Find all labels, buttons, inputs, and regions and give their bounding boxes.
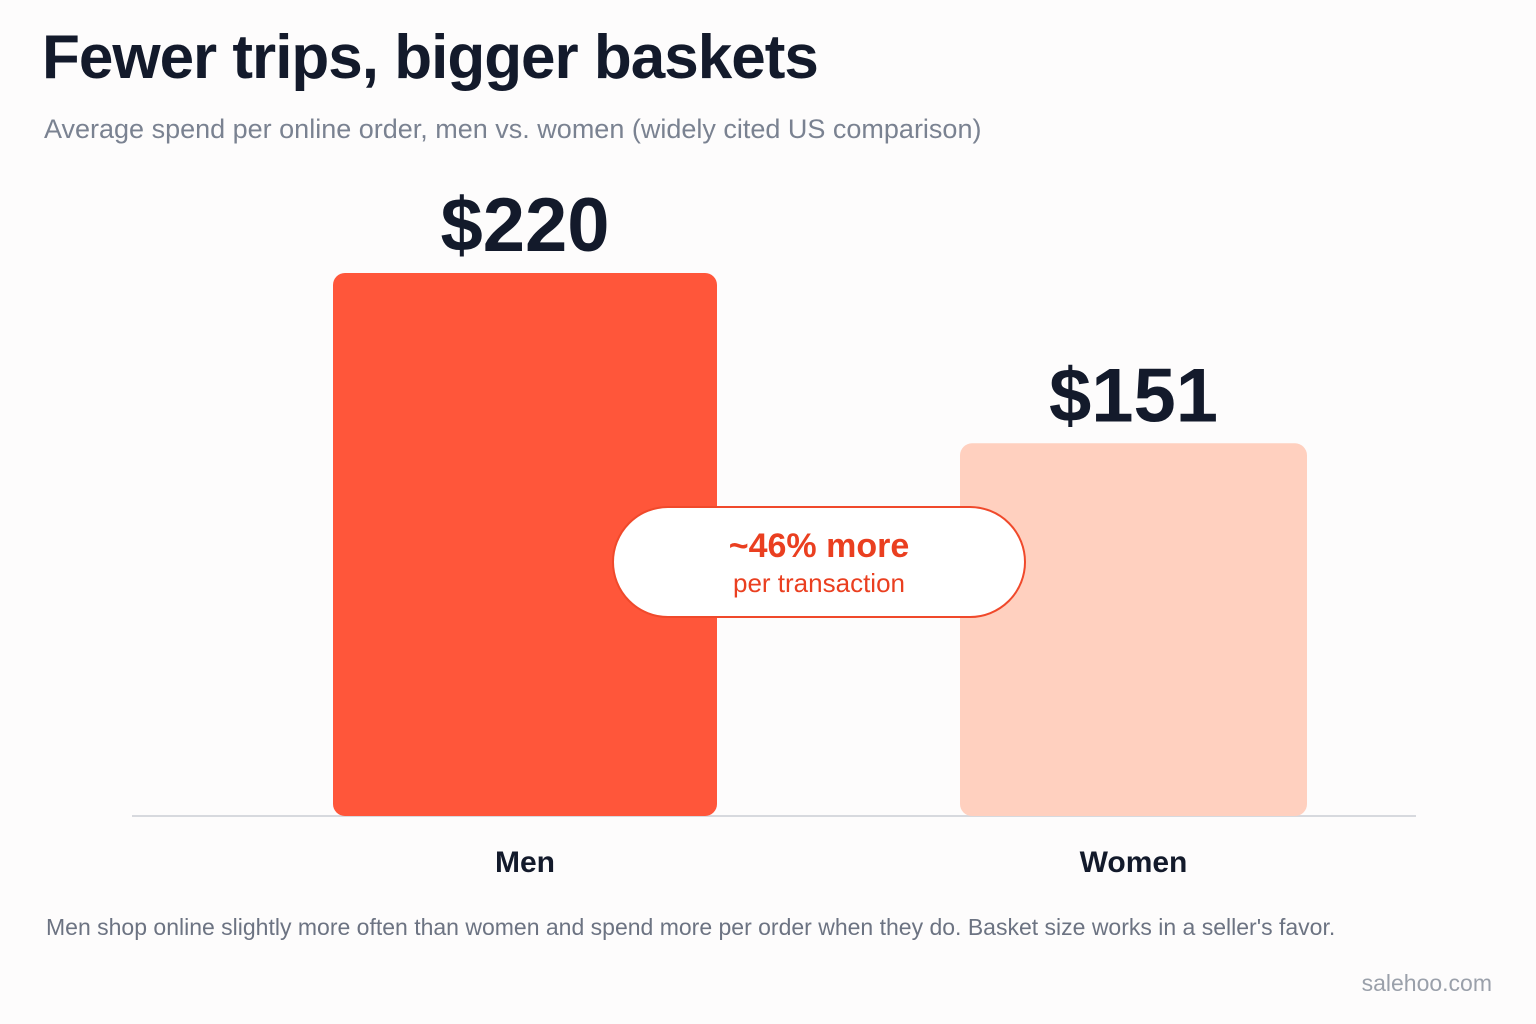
category-label-women: Women: [1080, 846, 1188, 879]
category-label-men: Men: [495, 846, 555, 879]
value-label-men: $220: [440, 183, 609, 268]
footnote: Men shop online slightly more often than…: [46, 914, 1336, 940]
difference-callout: ~46% more per transaction: [612, 506, 1026, 618]
source-credit: salehoo.com: [1361, 970, 1492, 996]
callout-main-text: ~46% more: [728, 527, 910, 565]
chart-title: Fewer trips, bigger baskets: [42, 23, 819, 92]
bar-men: [333, 273, 717, 816]
value-label-women: $151: [1049, 353, 1218, 438]
callout-sub-text: per transaction: [733, 568, 905, 598]
chart-subtitle: Average spend per online order, men vs. …: [44, 114, 982, 144]
bar-women: [960, 443, 1307, 816]
